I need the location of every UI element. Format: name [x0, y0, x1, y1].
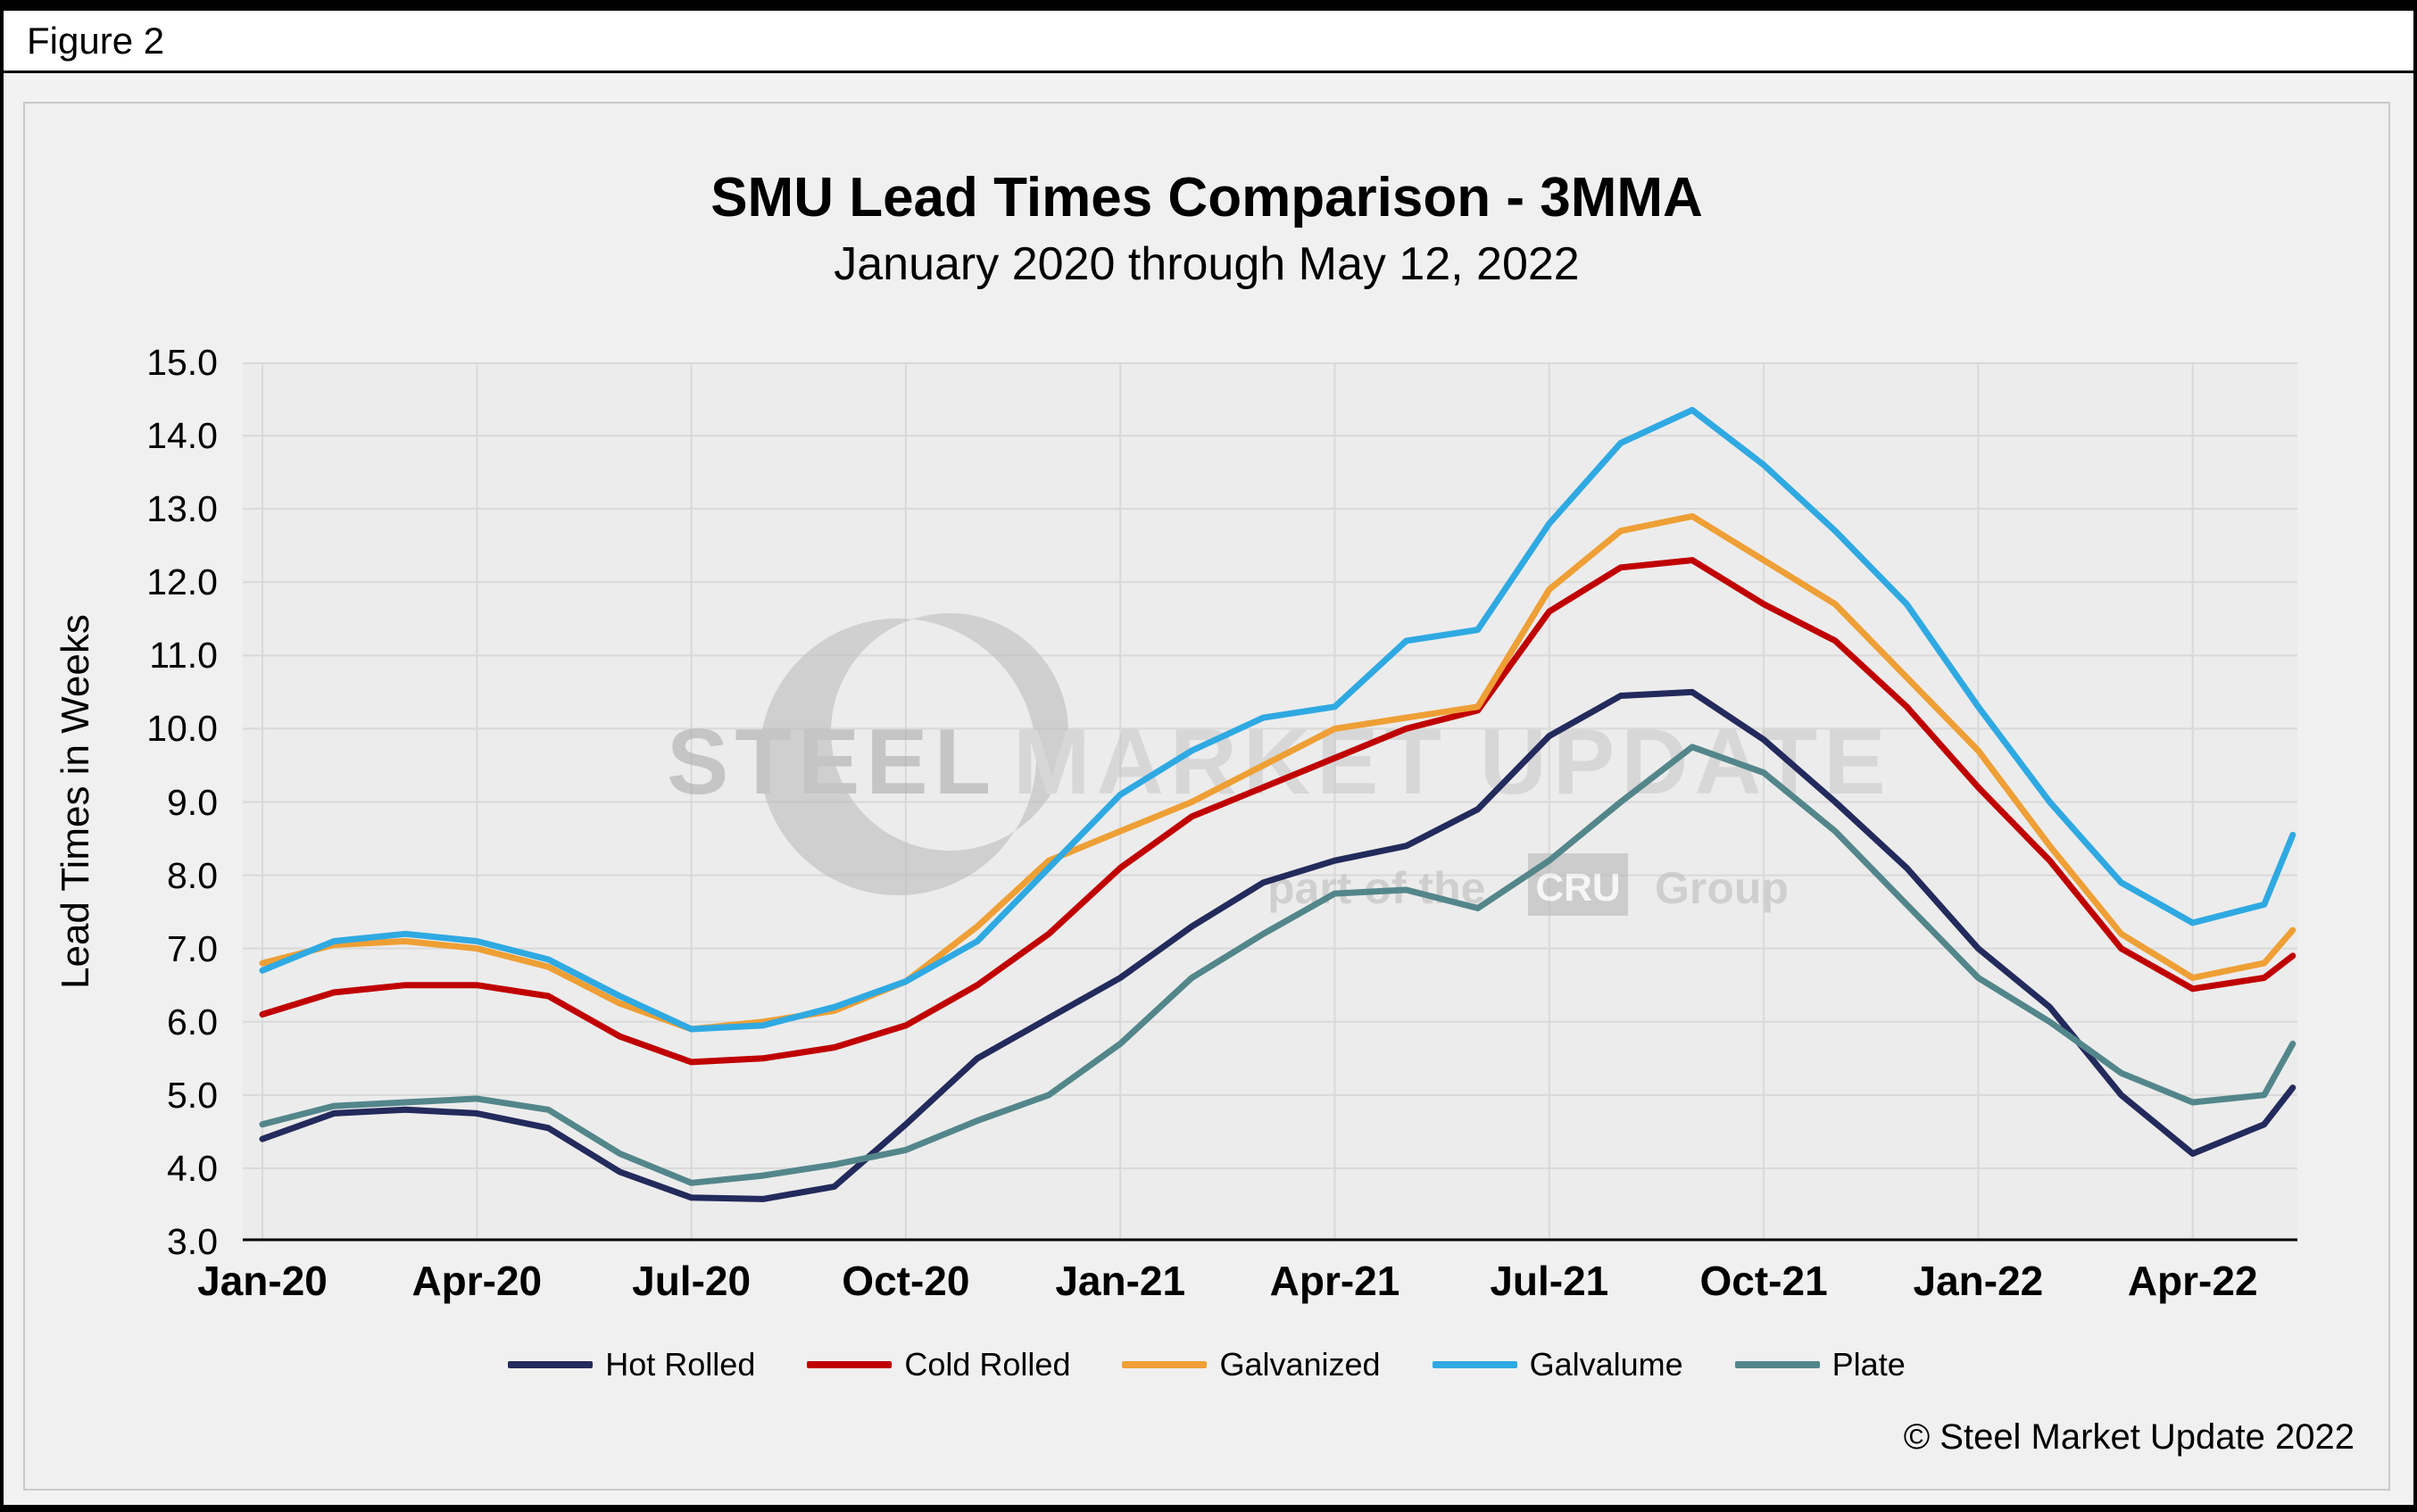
legend-swatch-icon	[508, 1361, 594, 1368]
series-line-galvanized	[259, 512, 2297, 1033]
x-tick-label: Jul-20	[632, 1258, 752, 1304]
figure-label: Figure 2	[27, 19, 165, 62]
legend-item-galvanized: Galvanized	[1122, 1346, 1381, 1383]
y-tick-label: 10.0	[146, 708, 218, 750]
y-tick-labels: 3.0 4.0 5.0 6.0 7.0 8.0 9.0 10.0 11.0 12.0 13.0 14.…	[25, 342, 232, 1262]
y-tick-label: 8.0	[167, 854, 218, 896]
x-tick-label: Jul-21	[1490, 1258, 1609, 1304]
legend-label: Cold Rolled	[904, 1346, 1071, 1383]
legend-label: Plate	[1831, 1346, 1906, 1383]
x-tick-label: Jan-21	[1055, 1258, 1186, 1304]
y-tick-label: 11.0	[149, 635, 218, 677]
watermark-brand-strong: STEEL	[667, 710, 997, 814]
y-tick-label: 5.0	[167, 1074, 218, 1116]
chart-subtitle: January 2020 through May 12, 2022	[834, 238, 1580, 290]
series-line-cold-rolled	[259, 557, 2297, 1066]
legend-item-cold-rolled: Cold Rolled	[807, 1346, 1070, 1383]
series-line-galvalume	[259, 406, 2297, 1033]
x-tick-label: Jan-20	[197, 1258, 328, 1304]
y-tick-label: 6.0	[167, 1001, 218, 1043]
legend: Hot Rolled Cold Rolled Galvanized Galvalume…	[25, 1346, 2388, 1383]
x-tick-label: Apr-21	[1269, 1258, 1400, 1304]
y-tick-label: 14.0	[146, 415, 218, 457]
chart-title: SMU Lead Times Comparison - 3MMA	[710, 167, 1703, 228]
legend-swatch-icon	[1122, 1361, 1208, 1368]
legend-label: Galvanized	[1219, 1346, 1381, 1383]
y-tick-label: 4.0	[167, 1147, 218, 1189]
y-tick-label: 15.0	[146, 342, 218, 383]
legend-item-hot-rolled: Hot Rolled	[508, 1346, 755, 1383]
legend-swatch-icon	[807, 1361, 893, 1368]
copyright: © Steel Market Update 2022	[1903, 1417, 2355, 1457]
chart-card: SMU Lead Times Comparison - 3MMA January…	[23, 102, 2390, 1491]
legend-item-plate: Plate	[1734, 1346, 1906, 1383]
x-tick-label: Apr-20	[411, 1258, 543, 1304]
x-tick-label: Jan-22	[1913, 1258, 2044, 1304]
watermark-tagline-box: CRU	[1535, 866, 1620, 910]
y-tick-label: 7.0	[167, 927, 218, 969]
crescent-logo-icon	[760, 613, 1068, 896]
y-tick-label: 12.0	[146, 561, 218, 603]
series-line-hot-rolled	[259, 688, 2297, 1202]
legend-label: Galvalume	[1529, 1346, 1683, 1383]
legend-item-galvalume: Galvalume	[1432, 1346, 1683, 1383]
x-tick-label: Apr-22	[2127, 1258, 2258, 1304]
y-tick-label: 3.0	[167, 1221, 218, 1262]
x-tick-label: Oct-20	[842, 1258, 970, 1304]
y-tick-label: 13.0	[146, 488, 218, 530]
watermark-tagline-suffix: Group	[1655, 863, 1789, 913]
x-tick-label: Oct-21	[1699, 1258, 1828, 1304]
series-line-plate	[259, 744, 2297, 1186]
x-tick-labels: Jan-20 Apr-20 Jul-20 Oct-20 Jan-21 Apr-21 Jul-…	[197, 1257, 2297, 1310]
figure-header: Figure 2	[4, 11, 2413, 73]
legend-swatch-icon	[1432, 1361, 1517, 1368]
watermark-brand-light: MARKET UPDATE	[1013, 710, 1892, 814]
legend-swatch-icon	[1734, 1361, 1820, 1368]
legend-label: Hot Rolled	[605, 1346, 756, 1383]
y-tick-label: 9.0	[167, 781, 218, 823]
